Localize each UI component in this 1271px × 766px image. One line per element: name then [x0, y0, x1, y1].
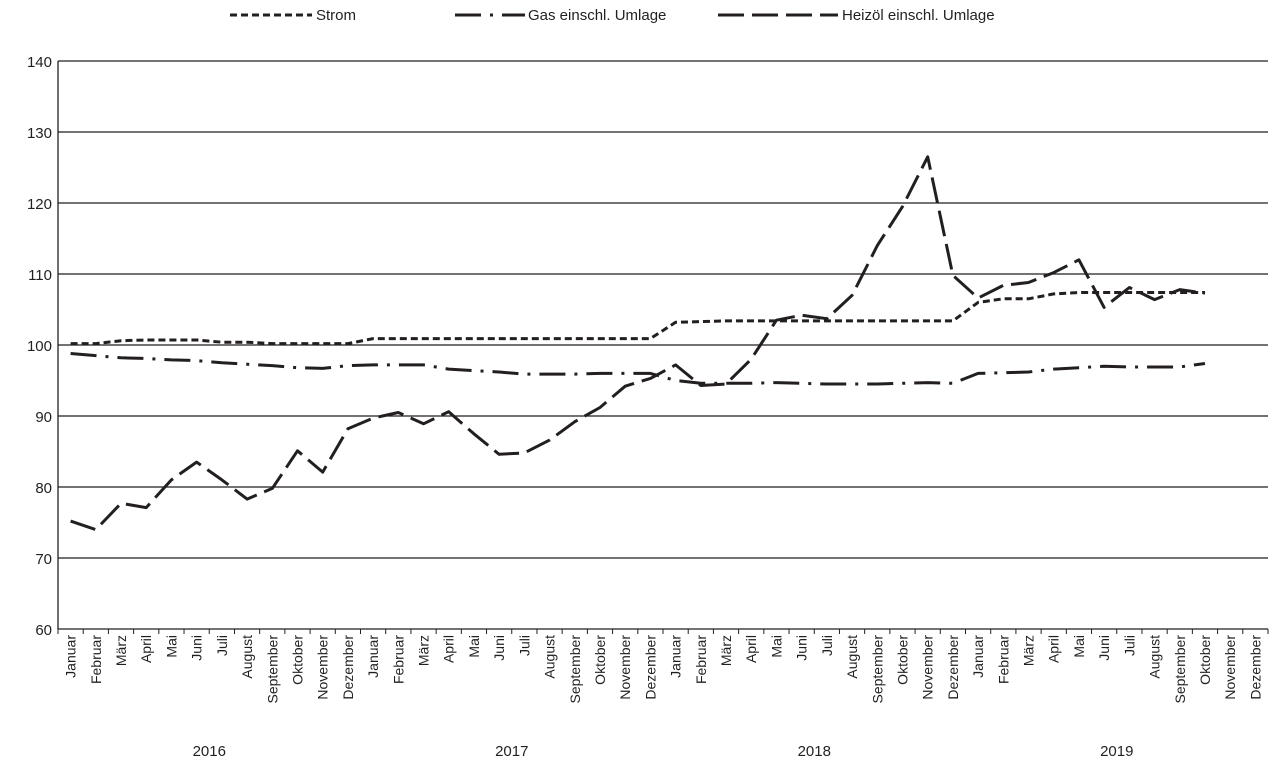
x-tick-label: April	[138, 635, 154, 663]
x-tick-label: November	[1222, 635, 1238, 700]
x-tick-label: Januar	[970, 635, 986, 678]
x-tick-label: September	[264, 635, 280, 704]
y-tick-label: 70	[35, 551, 52, 568]
x-tick-label: März	[416, 635, 432, 666]
x-tick-label: Oktober	[894, 635, 910, 685]
x-tick-label: März	[1021, 635, 1037, 666]
legend-label: Gas einschl. Umlage	[528, 7, 666, 24]
x-tick-label: Mai	[163, 635, 179, 658]
legend-label: Heizöl einschl. Umlage	[842, 7, 995, 24]
x-tick-label: Januar	[63, 635, 79, 678]
year-label: 2017	[495, 743, 528, 760]
x-tick-label: Juli	[819, 635, 835, 656]
gridlines	[58, 60, 1268, 630]
series-line	[70, 155, 1206, 532]
x-tick-label: August	[239, 635, 255, 679]
x-tick-label: Juli	[214, 635, 230, 656]
x-tick-label: Dezember	[340, 635, 356, 700]
y-tick-label: 120	[27, 196, 52, 213]
x-tick-label: März	[113, 635, 129, 666]
x-tick-label: Oktober	[1197, 635, 1213, 685]
x-tick-label: August	[542, 635, 558, 679]
x-tick-label: Januar	[365, 635, 381, 678]
x-tick-label: September	[1172, 635, 1188, 704]
year-label: 2018	[798, 743, 831, 760]
x-tick-label: Juni	[189, 635, 205, 661]
x-tick-label: Oktober	[289, 635, 305, 685]
x-tick-label: Juni	[491, 635, 507, 661]
year-label: 2019	[1100, 743, 1133, 760]
x-tick-label: Juli	[516, 635, 532, 656]
x-tick-label: August	[1147, 635, 1163, 679]
series-line	[70, 352, 1206, 386]
x-tick-label: April	[1046, 635, 1062, 663]
x-tick-label: Mai	[768, 635, 784, 658]
x-tick-label: Juni	[1096, 635, 1112, 661]
y-tick-label: 140	[27, 54, 52, 71]
x-tick-label: Mai	[466, 635, 482, 658]
x-tick-label: April	[743, 635, 759, 663]
y-tick-label: 100	[27, 338, 52, 355]
x-tick-label: März	[718, 635, 734, 666]
legend-label: Strom	[316, 7, 356, 24]
x-tick-label: Februar	[995, 635, 1011, 684]
x-tick-label: November	[315, 635, 331, 700]
x-tick-label: November	[617, 635, 633, 700]
y-tick-label: 80	[35, 480, 52, 497]
y-tick-label: 130	[27, 125, 52, 142]
x-tick-label: Dezember	[945, 635, 961, 700]
x-tick-label: Dezember	[642, 635, 658, 700]
series-lines	[70, 155, 1206, 532]
x-tick-label: Dezember	[1247, 635, 1263, 700]
x-tick-label: Juni	[794, 635, 810, 661]
x-tick-label: September	[567, 635, 583, 704]
x-tick-label: November	[920, 635, 936, 700]
x-tick-label: Mai	[1071, 635, 1087, 658]
y-tick-label: 90	[35, 409, 52, 426]
x-tick-label: Januar	[668, 635, 684, 678]
x-tick-label: September	[869, 635, 885, 704]
x-axis: Januar Februar März April Mai Juni Juli August S…	[57, 629, 1269, 760]
series-line	[70, 291, 1205, 346]
x-tick-label: Februar	[693, 635, 709, 684]
legend: Strom Gas einschl. Umlage Heizöl einschl. …	[230, 7, 995, 24]
x-tick-label: Februar	[390, 635, 406, 684]
y-axis: 60 70 80 90 100 110 120 130 140	[27, 54, 59, 639]
x-tick-label: Juli	[1121, 635, 1137, 656]
y-tick-label: 110	[28, 267, 52, 284]
year-label: 2016	[193, 743, 226, 760]
x-tick-label: Februar	[88, 635, 104, 684]
x-tick-label: Oktober	[592, 635, 608, 685]
y-tick-label: 60	[35, 622, 52, 639]
x-tick-label: August	[844, 635, 860, 679]
x-tick-label: April	[441, 635, 457, 663]
